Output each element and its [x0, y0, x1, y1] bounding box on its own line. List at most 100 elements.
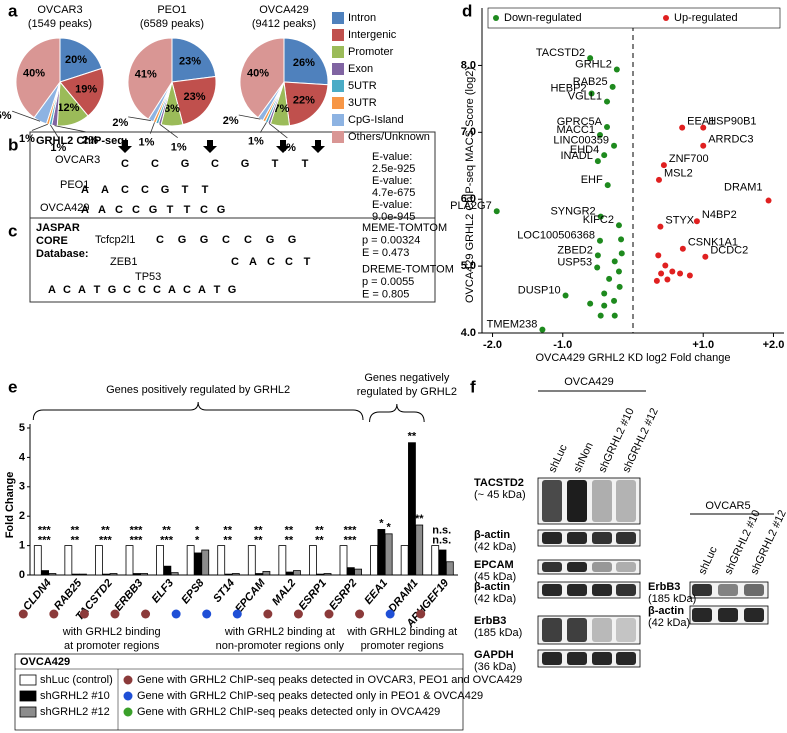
panel-label: b: [8, 135, 18, 154]
blot-band: [542, 562, 562, 572]
pie-value-label: 26%: [293, 57, 315, 69]
logo-letter: C: [285, 256, 293, 268]
point: [611, 297, 618, 304]
blot-band: [744, 608, 764, 622]
point: [596, 237, 603, 244]
pie-slice: [15, 37, 61, 119]
logo-letter: A: [81, 184, 89, 196]
pie-slice: [59, 67, 105, 117]
e-value: E-value:: [372, 151, 412, 163]
legend-marker: [123, 675, 133, 685]
blot-row-label: β-actin: [474, 529, 510, 541]
y-tick-label: 4.0: [461, 327, 476, 339]
binding-label: at promoter regions: [64, 640, 160, 652]
point-label: EHD4: [570, 144, 599, 156]
significance: **: [223, 535, 232, 547]
point: [588, 90, 595, 97]
legend-box: [487, 7, 781, 29]
legend-label: 3UTR: [348, 97, 377, 109]
logo-letter: A: [48, 284, 56, 296]
peak-class-dot: [79, 609, 89, 619]
binding-label: with GRHL2 binding at: [346, 626, 457, 638]
point: [562, 292, 569, 299]
significance: **: [71, 535, 80, 547]
point-label: VGLL1: [568, 90, 602, 102]
logo-letter: C: [151, 158, 159, 170]
blot-band: [542, 584, 562, 596]
legend-swatch: [332, 114, 344, 126]
logo-letter: C: [200, 204, 208, 216]
point: [616, 283, 623, 290]
blot-row-size: (42 kDa): [648, 617, 690, 629]
peak-class-dot: [110, 609, 120, 619]
point: [657, 223, 664, 230]
point: [597, 213, 604, 220]
legend-label: Gene with GRHL2 ChIP-seq peaks detected …: [137, 706, 440, 718]
blot-row-label: TACSTD2: [474, 477, 524, 489]
binding-label: with GRHL2 binding: [62, 626, 161, 638]
blot-frame: [537, 559, 641, 575]
logo-letter: T: [302, 158, 309, 170]
x-tick-label: -2.0: [483, 339, 502, 351]
legend-swatch: [332, 131, 344, 143]
bar: [163, 565, 172, 576]
point: [604, 98, 611, 105]
point: [618, 250, 625, 257]
peak-class-dot: [324, 609, 334, 619]
bar: [346, 567, 355, 576]
pie-value-label: 20%: [65, 54, 87, 66]
bar: [102, 573, 111, 576]
point-label: STYX: [665, 215, 694, 227]
x-axis-title: OVCA429 GRHL2 KD log2 Fold change: [535, 352, 730, 364]
bar: [132, 573, 141, 576]
blot-band: [567, 618, 587, 642]
point-label: N4BP2: [702, 209, 737, 221]
point-label: MSL2: [664, 168, 693, 180]
peak-class-dot: [263, 609, 273, 619]
blot-band: [567, 532, 587, 544]
logo-letter: T: [214, 284, 221, 296]
significance: *: [195, 535, 200, 547]
legend-label: CpG-Island: [348, 114, 404, 126]
pie-value-label: 40%: [23, 67, 45, 79]
bar: [262, 571, 271, 576]
blot-band: [567, 562, 587, 572]
bar: [71, 573, 80, 576]
point: [679, 245, 686, 252]
peak-class-dot: [202, 609, 212, 619]
motif-stat: E = 0.805: [362, 288, 409, 300]
blot-band: [567, 480, 587, 522]
blot-row-label: β-actin: [648, 605, 684, 617]
point: [662, 262, 669, 269]
logo-letter: G: [181, 158, 190, 170]
group-label: regulated by GRHL2: [357, 386, 457, 398]
significance: ***: [38, 535, 52, 547]
y-axis-title: Fold Change: [4, 472, 16, 539]
point: [594, 158, 601, 165]
y-tick-label: 0: [19, 569, 25, 581]
blot-band: [592, 480, 612, 522]
panel-label: d: [462, 1, 472, 20]
e-value: E-value:: [372, 199, 412, 211]
point-label: CSNK1A1: [688, 237, 738, 249]
e-value: 2.5e-925: [372, 163, 415, 175]
bracket: [369, 403, 425, 423]
logo-letter: C: [121, 184, 129, 196]
pie-value-label: 2%: [112, 117, 128, 129]
point: [601, 290, 608, 297]
blot-band: [542, 652, 562, 665]
point-label: DRAM1: [724, 181, 763, 193]
significance: **: [408, 431, 417, 443]
peak-class-dot: [141, 609, 151, 619]
logo-letter: T: [202, 184, 209, 196]
pie-value-label: 12%: [57, 102, 79, 114]
pie-value-label: 1%: [138, 137, 154, 149]
point: [655, 176, 662, 183]
logo-letter: A: [168, 284, 176, 296]
blot-row-size: (185 kDa): [648, 593, 696, 605]
significance: *: [387, 522, 392, 534]
panel-label: c: [8, 221, 17, 240]
logo-letter: G: [161, 184, 170, 196]
lane-label: shLuc: [546, 442, 569, 474]
legend-label: shLuc (control): [40, 674, 113, 686]
